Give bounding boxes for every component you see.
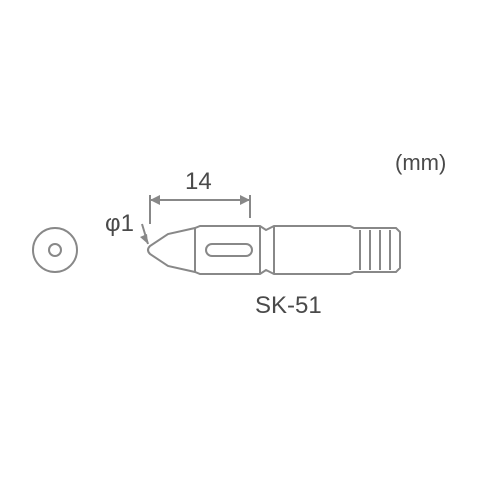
diameter-label: φ1: [105, 210, 134, 238]
unit-label: (mm): [395, 150, 446, 176]
diagram-canvas: (mm) φ1 14 SK-51: [0, 0, 500, 500]
length-dimension: [150, 195, 250, 224]
side-view-body: [148, 226, 400, 274]
length-label: 14: [185, 168, 212, 196]
end-view-inner-circle: [49, 244, 61, 256]
drawing-svg: [0, 0, 500, 500]
end-view-outer-circle: [33, 228, 77, 272]
diameter-leader: [140, 224, 148, 244]
front-slot: [206, 244, 252, 256]
model-label: SK-51: [255, 292, 322, 320]
